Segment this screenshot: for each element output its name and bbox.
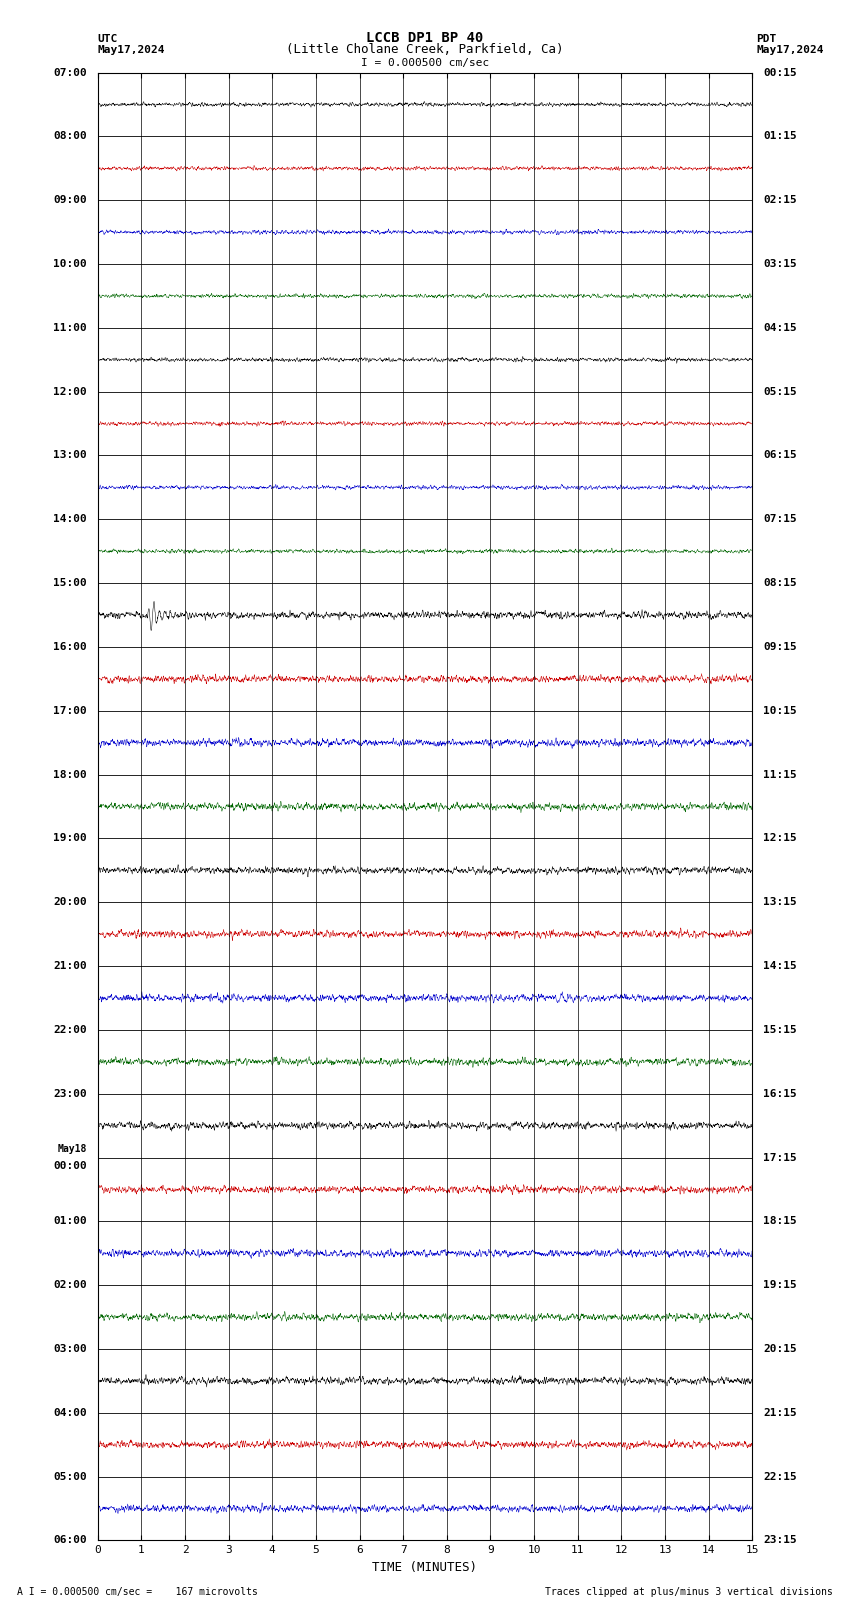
Text: 23:15: 23:15: [763, 1536, 797, 1545]
Text: 07:00: 07:00: [53, 68, 87, 77]
Text: 03:15: 03:15: [763, 260, 797, 269]
Text: 16:00: 16:00: [53, 642, 87, 652]
Text: 08:15: 08:15: [763, 577, 797, 589]
Text: 04:15: 04:15: [763, 323, 797, 332]
Text: Traces clipped at plus/minus 3 vertical divisions: Traces clipped at plus/minus 3 vertical …: [545, 1587, 833, 1597]
Text: PDT: PDT: [756, 34, 777, 44]
Text: 05:15: 05:15: [763, 387, 797, 397]
Text: LCCB DP1 BP 40: LCCB DP1 BP 40: [366, 31, 484, 45]
X-axis label: TIME (MINUTES): TIME (MINUTES): [372, 1561, 478, 1574]
Text: 12:15: 12:15: [763, 834, 797, 844]
Text: 12:00: 12:00: [53, 387, 87, 397]
Text: 09:15: 09:15: [763, 642, 797, 652]
Text: 00:00: 00:00: [53, 1161, 87, 1171]
Text: 14:00: 14:00: [53, 515, 87, 524]
Text: 20:00: 20:00: [53, 897, 87, 907]
Text: 13:00: 13:00: [53, 450, 87, 460]
Text: 18:00: 18:00: [53, 769, 87, 779]
Text: 06:15: 06:15: [763, 450, 797, 460]
Text: 10:00: 10:00: [53, 260, 87, 269]
Text: 04:00: 04:00: [53, 1408, 87, 1418]
Text: I = 0.000500 cm/sec: I = 0.000500 cm/sec: [361, 58, 489, 68]
Text: May17,2024: May17,2024: [756, 45, 824, 55]
Text: 20:15: 20:15: [763, 1344, 797, 1353]
Text: 09:00: 09:00: [53, 195, 87, 205]
Text: 05:00: 05:00: [53, 1471, 87, 1482]
Text: 02:00: 02:00: [53, 1281, 87, 1290]
Text: 18:15: 18:15: [763, 1216, 797, 1226]
Text: 17:00: 17:00: [53, 706, 87, 716]
Text: 11:15: 11:15: [763, 769, 797, 779]
Text: 01:15: 01:15: [763, 131, 797, 142]
Text: 00:15: 00:15: [763, 68, 797, 77]
Text: 02:15: 02:15: [763, 195, 797, 205]
Text: UTC: UTC: [98, 34, 118, 44]
Text: (Little Cholane Creek, Parkfield, Ca): (Little Cholane Creek, Parkfield, Ca): [286, 44, 564, 56]
Text: 17:15: 17:15: [763, 1153, 797, 1163]
Text: 13:15: 13:15: [763, 897, 797, 907]
Text: 14:15: 14:15: [763, 961, 797, 971]
Text: 06:00: 06:00: [53, 1536, 87, 1545]
Text: 22:15: 22:15: [763, 1471, 797, 1482]
Text: 23:00: 23:00: [53, 1089, 87, 1098]
Text: 16:15: 16:15: [763, 1089, 797, 1098]
Text: 10:15: 10:15: [763, 706, 797, 716]
Text: 19:15: 19:15: [763, 1281, 797, 1290]
Text: 21:00: 21:00: [53, 961, 87, 971]
Text: 21:15: 21:15: [763, 1408, 797, 1418]
Text: May17,2024: May17,2024: [98, 45, 165, 55]
Text: 15:00: 15:00: [53, 577, 87, 589]
Text: 15:15: 15:15: [763, 1024, 797, 1036]
Text: A I = 0.000500 cm/sec =    167 microvolts: A I = 0.000500 cm/sec = 167 microvolts: [17, 1587, 258, 1597]
Text: May18: May18: [58, 1144, 87, 1155]
Text: 22:00: 22:00: [53, 1024, 87, 1036]
Text: 08:00: 08:00: [53, 131, 87, 142]
Text: 19:00: 19:00: [53, 834, 87, 844]
Text: 03:00: 03:00: [53, 1344, 87, 1353]
Text: 07:15: 07:15: [763, 515, 797, 524]
Text: 01:00: 01:00: [53, 1216, 87, 1226]
Text: 11:00: 11:00: [53, 323, 87, 332]
